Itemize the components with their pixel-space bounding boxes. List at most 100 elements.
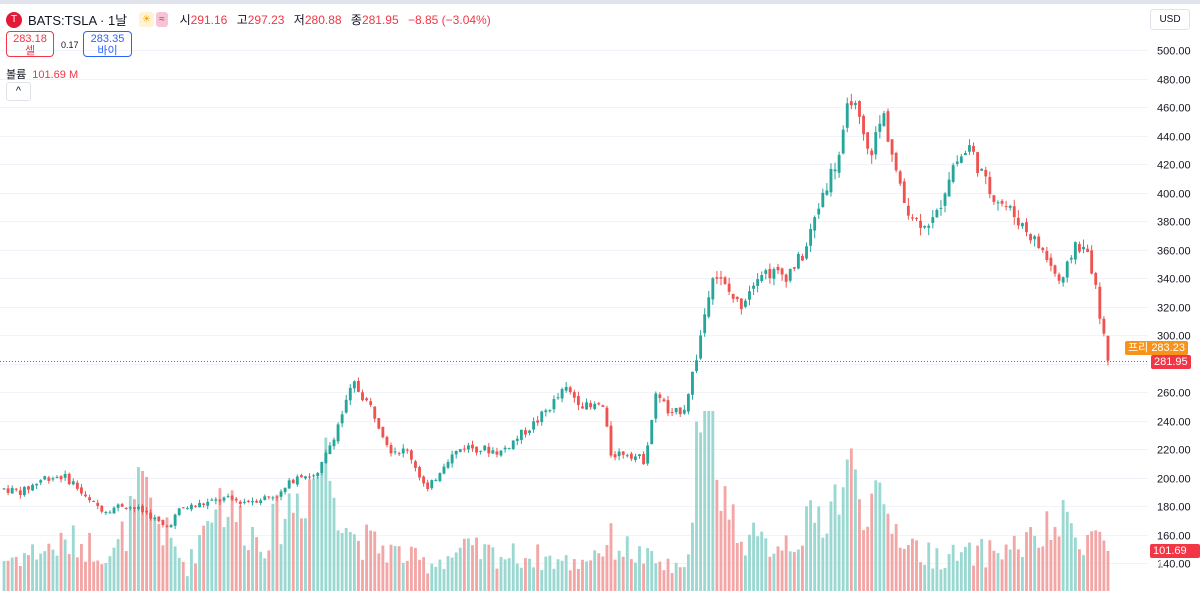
- candle-body: [556, 397, 560, 399]
- candle-body: [540, 411, 544, 422]
- volume-bar: [748, 534, 751, 591]
- volume-bar: [466, 538, 470, 591]
- candle-body: [609, 425, 613, 456]
- candle-body: [772, 269, 776, 279]
- candle-body: [780, 268, 784, 275]
- candle-body: [295, 476, 299, 485]
- volume-bar: [886, 513, 890, 591]
- volume-bar: [764, 538, 768, 591]
- candle-body: [422, 476, 426, 484]
- volume-bar: [931, 568, 935, 591]
- candle-body: [137, 506, 140, 509]
- candle-body: [788, 268, 792, 281]
- volume-bar: [894, 524, 898, 591]
- candle-body: [1065, 261, 1069, 278]
- volume-bar: [715, 479, 719, 591]
- volume-bar: [625, 536, 629, 591]
- volume-bar: [450, 557, 454, 591]
- volume-bar: [206, 520, 210, 591]
- y-tick-label: 400.00: [1157, 189, 1191, 201]
- volume-bar: [104, 562, 108, 591]
- volume-bar: [564, 555, 568, 591]
- volume-bar: [332, 497, 336, 591]
- volume-bar: [328, 480, 332, 591]
- candle-body: [450, 454, 454, 464]
- volume-bar: [536, 544, 540, 591]
- volume-bar: [361, 559, 364, 591]
- last-price-value: 281.95: [1154, 356, 1188, 368]
- sun-icon[interactable]: ☀: [139, 12, 155, 27]
- volume-bar: [988, 540, 992, 591]
- candle-body: [226, 495, 230, 497]
- candle-body: [454, 451, 458, 455]
- candle-body: [943, 193, 947, 206]
- volume-bar: [397, 546, 401, 591]
- candle-body: [446, 462, 450, 468]
- volume-bar: [1098, 531, 1102, 591]
- candle-body: [686, 394, 690, 412]
- volume-bar: [772, 553, 776, 591]
- candle-body: [104, 512, 108, 514]
- candle-body: [1033, 236, 1037, 240]
- volume-bar: [157, 523, 161, 591]
- sell-button[interactable]: 283.18 셀: [6, 31, 54, 57]
- candle-body: [361, 392, 364, 401]
- candle-body: [55, 476, 59, 478]
- candle-body: [568, 387, 572, 393]
- y-tick-label: 240.00: [1157, 417, 1191, 429]
- y-tick-label: 360.00: [1157, 246, 1191, 258]
- currency-selector[interactable]: USD: [1150, 9, 1190, 30]
- candle-body: [214, 499, 218, 501]
- volume-tag-value: 101.69 M: [1153, 545, 1187, 571]
- volume-bar: [218, 488, 222, 591]
- volume-bar: [31, 544, 34, 591]
- candle-body: [287, 480, 291, 489]
- candle-body: [707, 297, 711, 317]
- candle-body: [336, 424, 340, 442]
- volume-bar: [617, 550, 621, 591]
- candle-body: [385, 436, 389, 446]
- candle-body: [552, 399, 556, 410]
- volume-bar: [189, 549, 193, 591]
- candle-body: [703, 314, 707, 334]
- volume-bar: [18, 565, 22, 591]
- volume-bar: [55, 555, 59, 591]
- volume-bar: [475, 537, 478, 591]
- volume-bar: [743, 555, 747, 591]
- volume-bar: [259, 551, 263, 591]
- collapse-legend-button[interactable]: ^: [6, 82, 31, 101]
- volume-bar: [434, 566, 438, 591]
- wave-icon[interactable]: ≈: [156, 12, 168, 27]
- volume-bar: [418, 559, 421, 591]
- symbol-title[interactable]: BATS:TSLA · 1날: [28, 13, 128, 28]
- candle-body: [646, 445, 650, 464]
- candle-body: [748, 291, 751, 300]
- open-value: 291.16: [190, 13, 228, 27]
- volume-bar: [251, 527, 254, 591]
- volume-bar: [735, 542, 739, 591]
- volume-bar: [226, 516, 230, 591]
- volume-bar: [145, 476, 149, 591]
- volume-bar: [169, 537, 173, 591]
- candle-body: [617, 451, 621, 457]
- candle-body: [369, 401, 373, 405]
- y-tick-label: 140.00: [1157, 559, 1191, 571]
- volume-bar: [308, 479, 311, 591]
- buy-button[interactable]: 283.35 바이: [83, 31, 132, 57]
- candle-body: [858, 101, 861, 117]
- volume-legend: 볼륨 101.69 M: [6, 66, 78, 82]
- volume-bar: [809, 500, 813, 591]
- volume-bar: [963, 546, 967, 591]
- candle-body: [181, 507, 185, 509]
- candle-body: [185, 508, 189, 510]
- candle-body: [727, 283, 731, 292]
- volume-bar: [389, 544, 393, 591]
- volume-bar: [369, 530, 373, 591]
- volume-bar: [589, 560, 593, 591]
- volume-bar: [959, 552, 963, 591]
- volume-bar: [1102, 540, 1106, 591]
- volume-bar: [1020, 556, 1024, 591]
- volume-bar: [1090, 531, 1094, 591]
- volume-bar: [149, 497, 153, 591]
